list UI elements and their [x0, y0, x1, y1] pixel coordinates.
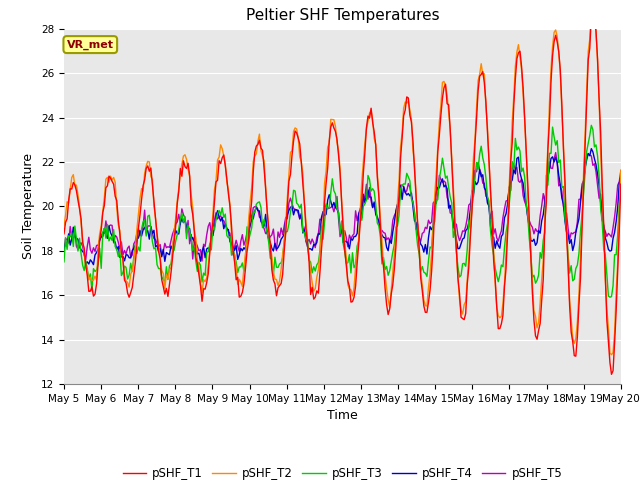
pSHF_T3 [303, 236, 311, 242]
pSHF_T1 [586, 45, 594, 51]
pSHF_T5 [255, 214, 263, 220]
pSHF_T1 [303, 241, 311, 247]
pSHF_T3 [617, 196, 625, 202]
pSHF_T1 [589, 8, 596, 13]
Line: pSHF_T2: pSHF_T2 [64, 11, 621, 355]
pSHF_T4 [589, 149, 596, 155]
pSHF_T4 [588, 146, 595, 152]
pSHF_T3 [588, 122, 595, 128]
pSHF_T5 [60, 247, 68, 252]
pSHF_T2 [588, 8, 595, 14]
pSHF_T4 [246, 223, 254, 229]
pSHF_T5 [246, 205, 254, 211]
pSHF_T4 [228, 240, 236, 245]
pSHF_T3 [226, 233, 234, 239]
pSHF_T2 [226, 202, 234, 207]
pSHF_T1 [254, 142, 262, 147]
pSHF_T1 [129, 285, 136, 290]
Text: VR_met: VR_met [67, 39, 114, 50]
pSHF_T5 [552, 150, 559, 156]
pSHF_T1 [607, 372, 615, 377]
pSHF_T5 [198, 258, 206, 264]
Legend: pSHF_T1, pSHF_T2, pSHF_T3, pSHF_T4, pSHF_T5: pSHF_T1, pSHF_T2, pSHF_T3, pSHF_T4, pSHF… [118, 462, 567, 480]
pSHF_T5 [228, 240, 236, 245]
pSHF_T3 [606, 294, 614, 300]
pSHF_T2 [244, 217, 252, 223]
pSHF_T2 [60, 223, 68, 228]
pSHF_T3 [244, 238, 252, 244]
pSHF_T1 [60, 231, 68, 237]
pSHF_T3 [60, 259, 68, 264]
Line: pSHF_T5: pSHF_T5 [64, 153, 621, 261]
pSHF_T4 [60, 246, 68, 252]
Title: Peltier SHF Temperatures: Peltier SHF Temperatures [246, 9, 439, 24]
pSHF_T4 [255, 208, 263, 214]
pSHF_T4 [305, 246, 313, 252]
Line: pSHF_T3: pSHF_T3 [64, 125, 621, 297]
pSHF_T1 [617, 181, 625, 187]
pSHF_T5 [617, 168, 625, 174]
pSHF_T4 [617, 173, 625, 179]
pSHF_T3 [129, 268, 136, 274]
pSHF_T4 [130, 245, 138, 251]
pSHF_T2 [254, 139, 262, 144]
pSHF_T5 [589, 163, 596, 168]
pSHF_T2 [586, 36, 594, 42]
Line: pSHF_T4: pSHF_T4 [64, 149, 621, 264]
pSHF_T4 [90, 262, 97, 267]
pSHF_T3 [586, 132, 594, 138]
pSHF_T2 [129, 268, 136, 274]
X-axis label: Time: Time [327, 409, 358, 422]
Y-axis label: Soil Temperature: Soil Temperature [22, 154, 35, 259]
pSHF_T1 [226, 204, 234, 209]
Line: pSHF_T1: pSHF_T1 [64, 11, 621, 374]
pSHF_T2 [607, 352, 615, 358]
pSHF_T1 [244, 239, 252, 244]
pSHF_T2 [303, 243, 311, 249]
pSHF_T3 [254, 200, 262, 205]
pSHF_T5 [129, 252, 136, 258]
pSHF_T2 [617, 167, 625, 173]
pSHF_T5 [305, 237, 313, 242]
